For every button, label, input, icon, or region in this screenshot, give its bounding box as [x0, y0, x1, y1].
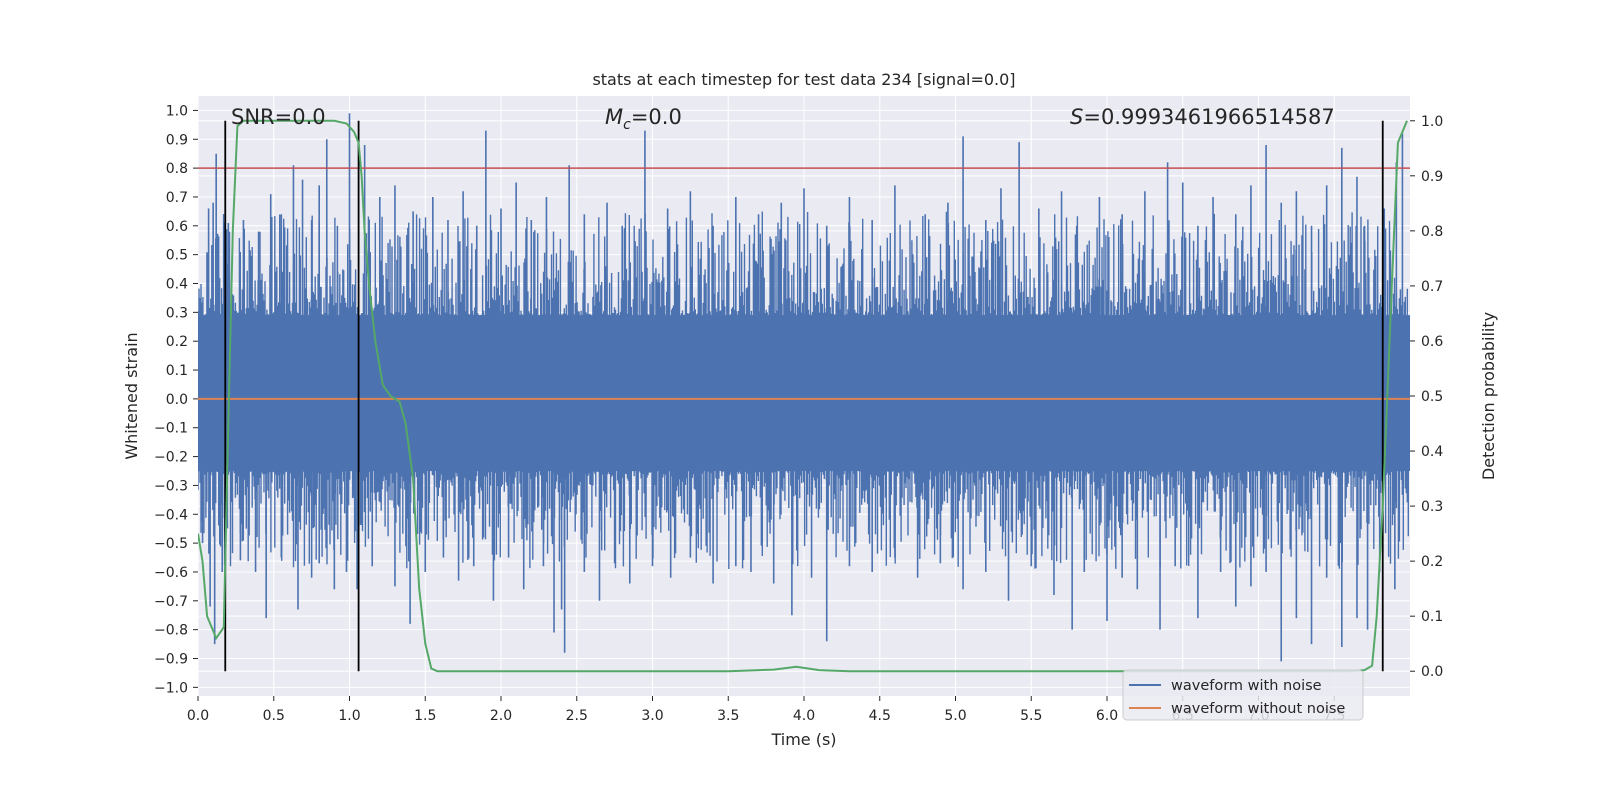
- y2-tick-label: 0.3: [1421, 499, 1443, 515]
- y-tick-label: 1.0: [166, 103, 188, 119]
- legend: waveform with noise waveform without noi…: [1122, 669, 1364, 721]
- y-tick-label: −0.5: [154, 536, 188, 552]
- y-tick-label: −0.1: [154, 421, 188, 437]
- x-tick-label: 4.0: [793, 708, 815, 724]
- mc-symbol: M: [605, 105, 623, 129]
- x-tick-label: 6.0: [1096, 708, 1118, 724]
- annotation-chirp-mass: Mc=0.0: [605, 105, 682, 133]
- y-tick-label: 0.6: [166, 219, 188, 235]
- y2-tick-label: 0.5: [1421, 389, 1443, 405]
- y2-axis-label: Detection probability: [1479, 312, 1498, 480]
- x-tick-label: 1.5: [414, 708, 436, 724]
- legend-label-waveform-without-noise: waveform without noise: [1171, 701, 1345, 717]
- x-axis-label: Time (s): [770, 730, 836, 749]
- y-tick-label: 0.0: [166, 392, 188, 408]
- y-tick-label: 0.2: [166, 334, 188, 350]
- y2-tick-label: 1.0: [1421, 114, 1443, 130]
- y2-tick-label: 0.2: [1421, 554, 1443, 570]
- y-tick-label: 0.8: [166, 161, 188, 177]
- legend-box: [1122, 669, 1364, 721]
- x-tick-label: 4.5: [869, 708, 891, 724]
- legend-label-waveform-with-noise: waveform with noise: [1171, 678, 1322, 694]
- y-tick-label: 0.4: [166, 277, 188, 293]
- x-tick-label: 3.5: [717, 708, 739, 724]
- mc-subscript: c: [623, 117, 631, 133]
- y-tick-label: 0.3: [166, 305, 188, 321]
- y-tick-label: −0.7: [154, 594, 188, 610]
- x-tick-label: 3.0: [641, 708, 663, 724]
- y2-tick-label: 0.0: [1421, 664, 1443, 680]
- y2-tick-label: 0.8: [1421, 224, 1443, 240]
- x-tick-label: 0.0: [187, 708, 209, 724]
- y-tick-label: −0.4: [154, 507, 188, 523]
- y-tick-label: −1.0: [154, 680, 188, 696]
- y-tick-label: 0.1: [166, 363, 188, 379]
- y-tick-label: −0.8: [154, 623, 188, 639]
- x-tick-label: 0.5: [263, 708, 285, 724]
- y-tick-label: −0.6: [154, 565, 188, 581]
- y2-tick-label: 0.7: [1421, 279, 1443, 295]
- x-tick-label: 5.0: [944, 708, 966, 724]
- y-tick-label: −0.9: [154, 652, 188, 668]
- y-axis-label: Whitened strain: [122, 332, 141, 459]
- x-tick-label: 2.5: [566, 708, 588, 724]
- s-value: =0.9993461966514587: [1083, 105, 1334, 129]
- s-symbol: S: [1070, 105, 1083, 129]
- series-waveform-with-noise: [198, 113, 1410, 662]
- y2-tick-label: 0.6: [1421, 334, 1443, 350]
- y-tick-label: 0.9: [166, 132, 188, 148]
- chart-title: stats at each timestep for test data 234…: [592, 70, 1015, 89]
- y2-tick-label: 0.9: [1421, 169, 1443, 185]
- y-tick-label: 0.7: [166, 190, 188, 206]
- y-tick-label: 0.5: [166, 248, 188, 264]
- y-tick-label: −0.2: [154, 450, 188, 466]
- x-tick-label: 1.0: [338, 708, 360, 724]
- y-tick-label: −0.3: [154, 478, 188, 494]
- y2-tick-label: 0.1: [1421, 609, 1443, 625]
- plot-content: [198, 113, 1410, 673]
- x-tick-label: 5.5: [1020, 708, 1042, 724]
- annotation-snr: SNR=0.0: [231, 105, 326, 129]
- x-tick-label: 2.0: [490, 708, 512, 724]
- mc-value: =0.0: [631, 105, 682, 129]
- annotation-statistic: S=0.9993461966514587: [1070, 105, 1335, 129]
- y2-tick-label: 0.4: [1421, 444, 1443, 460]
